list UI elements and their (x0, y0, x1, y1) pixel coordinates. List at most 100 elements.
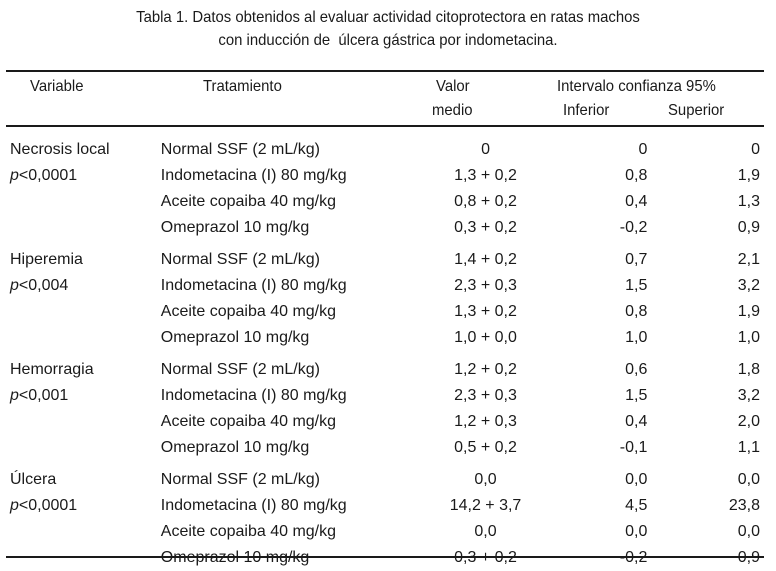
table-row: Necrosis local Normal SSF (2 mL/kg) 0 0 0 (10, 137, 760, 163)
table-row: Omeprazol 10 mg/kg 0,5 + 0,2 -0,1 1,1 (10, 435, 760, 461)
superior-cell: 23,8 (728, 497, 760, 514)
table-row: p<0,004 Indometacina (I) 80 mg/kg 2,3 + 0,… (10, 273, 760, 299)
data-table: Necrosis local Normal SSF (2 mL/kg) 0 0 0 p<0… (10, 137, 760, 571)
valor-medio-cell: 0 (481, 141, 490, 158)
header-valor-line1: Valor (436, 78, 470, 95)
empty-cell (10, 299, 161, 325)
caption-line-2: con inducción de úlcera gástrica por ind… (218, 32, 558, 49)
valor-medio-cell: 1,3 + 0,2 (454, 167, 517, 184)
valor-medio-cell: 0,3 + 0,2 (410, 545, 561, 571)
inferior-cell: 0,0 (625, 523, 648, 540)
variable-name: Úlcera (10, 471, 57, 488)
empty-cell (10, 189, 161, 215)
tratamiento-cell: Indometacina (I) 80 mg/kg (160, 277, 347, 294)
inferior-cell: 0,8 (625, 303, 648, 320)
table-row: Omeprazol 10 mg/kg 0,3 + 0,2 -0,2 0,9 (10, 215, 760, 241)
table-row: Omeprazol 10 mg/kg 1,0 + 0,0 1,0 1,0 (10, 325, 760, 351)
table-row: p<0,001 Indometacina (I) 80 mg/kg 2,3 + 0,… (10, 383, 760, 409)
variable-name: Hiperemia (10, 251, 83, 268)
superior-cell: 1,8 (737, 361, 760, 378)
header-intervalo: Intervalo confianza 95% (557, 78, 716, 95)
tratamiento-cell: Normal SSF (2 mL/kg) (160, 471, 320, 488)
p-threshold: <0,0001 (18, 167, 78, 184)
superior-cell: 0,9 (647, 545, 760, 571)
inferior-cell: -0,2 (619, 219, 648, 236)
valor-medio-cell: 1,4 + 0,2 (454, 251, 517, 268)
valor-medio-cell: 14,2 + 3,7 (449, 497, 522, 514)
tratamiento-cell: Indometacina (I) 80 mg/kg (160, 497, 347, 514)
table-row: Hiperemia Normal SSF (2 mL/kg) 1,4 + 0,2 0,… (10, 241, 760, 273)
variable-name: Necrosis local (10, 141, 110, 158)
p-value: p<0,004 (10, 273, 161, 299)
superior-cell: 0 (751, 141, 760, 158)
table-row: Úlcera Normal SSF (2 mL/kg) 0,0 0,0 0,0 (10, 461, 760, 493)
inferior-cell: 4,5 (625, 497, 648, 514)
p-symbol: p (10, 167, 19, 184)
superior-cell: 1,9 (737, 167, 760, 184)
tratamiento-cell: Omeprazol 10 mg/kg (160, 219, 310, 236)
tratamiento-cell: Omeprazol 10 mg/kg (160, 329, 310, 346)
tratamiento-cell: Normal SSF (2 mL/kg) (160, 251, 320, 268)
inferior-cell: -0,1 (619, 439, 648, 456)
p-threshold: <0,004 (18, 277, 69, 294)
valor-medio-cell: 2,3 + 0,3 (454, 387, 517, 404)
header-rule (6, 125, 764, 127)
header-tratamiento: Tratamiento (203, 78, 282, 95)
p-threshold: <0,001 (18, 387, 69, 404)
p-threshold: <0,0001 (18, 497, 78, 514)
superior-cell: 0,0 (737, 471, 760, 488)
table-row: Aceite copaiba 40 mg/kg 1,2 + 0,3 0,4 2,0 (10, 409, 760, 435)
superior-cell: 1,0 (737, 329, 760, 346)
tratamiento-cell: Aceite copaiba 40 mg/kg (160, 523, 337, 540)
superior-cell: 0,9 (737, 219, 760, 236)
inferior-cell: 1,0 (625, 329, 648, 346)
valor-medio-cell: 0,0 (474, 471, 497, 488)
tratamiento-cell: Aceite copaiba 40 mg/kg (160, 413, 337, 430)
empty-cell (10, 215, 161, 241)
valor-medio-cell: 0,0 (474, 523, 497, 540)
table-row: Hemorragia Normal SSF (2 mL/kg) 1,2 + 0,2 0… (10, 351, 760, 383)
valor-medio-cell: 1,2 + 0,3 (454, 413, 517, 430)
empty-cell (10, 435, 161, 461)
inferior-cell: 1,5 (625, 387, 648, 404)
empty-cell (10, 519, 161, 545)
valor-medio-cell: 0,8 + 0,2 (454, 193, 517, 210)
tratamiento-cell: Indometacina (I) 80 mg/kg (160, 387, 347, 404)
tratamiento-cell: Normal SSF (2 mL/kg) (160, 361, 320, 378)
valor-medio-cell: 0,5 + 0,2 (454, 439, 517, 456)
table-row: p<0,0001 Indometacina (I) 80 mg/kg 14,2 + … (10, 493, 760, 519)
tratamiento-cell: Aceite copaiba 40 mg/kg (160, 303, 337, 320)
tratamiento-cell: Omeprazol 10 mg/kg (161, 545, 410, 571)
p-symbol: p (10, 387, 19, 404)
inferior-cell: 0,4 (625, 413, 648, 430)
p-symbol: p (10, 277, 19, 294)
top-rule (6, 70, 764, 72)
inferior-cell: 0,0 (625, 471, 648, 488)
valor-medio-cell: 1,2 + 0,2 (454, 361, 517, 378)
empty-cell (10, 545, 161, 571)
inferior-cell: 0,8 (625, 167, 648, 184)
p-value: p<0,0001 (10, 163, 161, 189)
table-row: Aceite copaiba 40 mg/kg 1,3 + 0,2 0,8 1,9 (10, 299, 760, 325)
header-inferior: Inferior (563, 102, 610, 119)
valor-medio-cell: 0,3 + 0,2 (454, 219, 517, 236)
p-value: p<0,001 (10, 383, 161, 409)
table-row: p<0,0001 Indometacina (I) 80 mg/kg 1,3 + 0… (10, 163, 760, 189)
table-row: Omeprazol 10 mg/kg0,3 + 0,2-0,20,9 (10, 545, 760, 571)
tratamiento-cell: Omeprazol 10 mg/kg (160, 439, 310, 456)
superior-cell: 2,0 (737, 413, 760, 430)
inferior-cell: 0,7 (625, 251, 648, 268)
superior-cell: 1,9 (737, 303, 760, 320)
superior-cell: 2,1 (737, 251, 760, 268)
table-row: Aceite copaiba 40 mg/kg 0,0 0,0 0,0 (10, 519, 760, 545)
p-symbol: p (10, 497, 19, 514)
header-valor-line2: medio (432, 102, 473, 119)
tratamiento-cell: Normal SSF (2 mL/kg) (160, 141, 320, 158)
valor-medio-cell: 1,3 + 0,2 (454, 303, 517, 320)
tratamiento-cell: Indometacina (I) 80 mg/kg (160, 167, 347, 184)
table-caption: Tabla 1. Datos obtenidos al evaluar acti… (27, 6, 749, 52)
valor-medio-cell: 1,0 + 0,0 (454, 329, 517, 346)
header-superior: Superior (668, 102, 725, 119)
table-row: Aceite copaiba 40 mg/kg 0,8 + 0,2 0,4 1,3 (10, 189, 760, 215)
superior-cell: 1,3 (737, 193, 760, 210)
